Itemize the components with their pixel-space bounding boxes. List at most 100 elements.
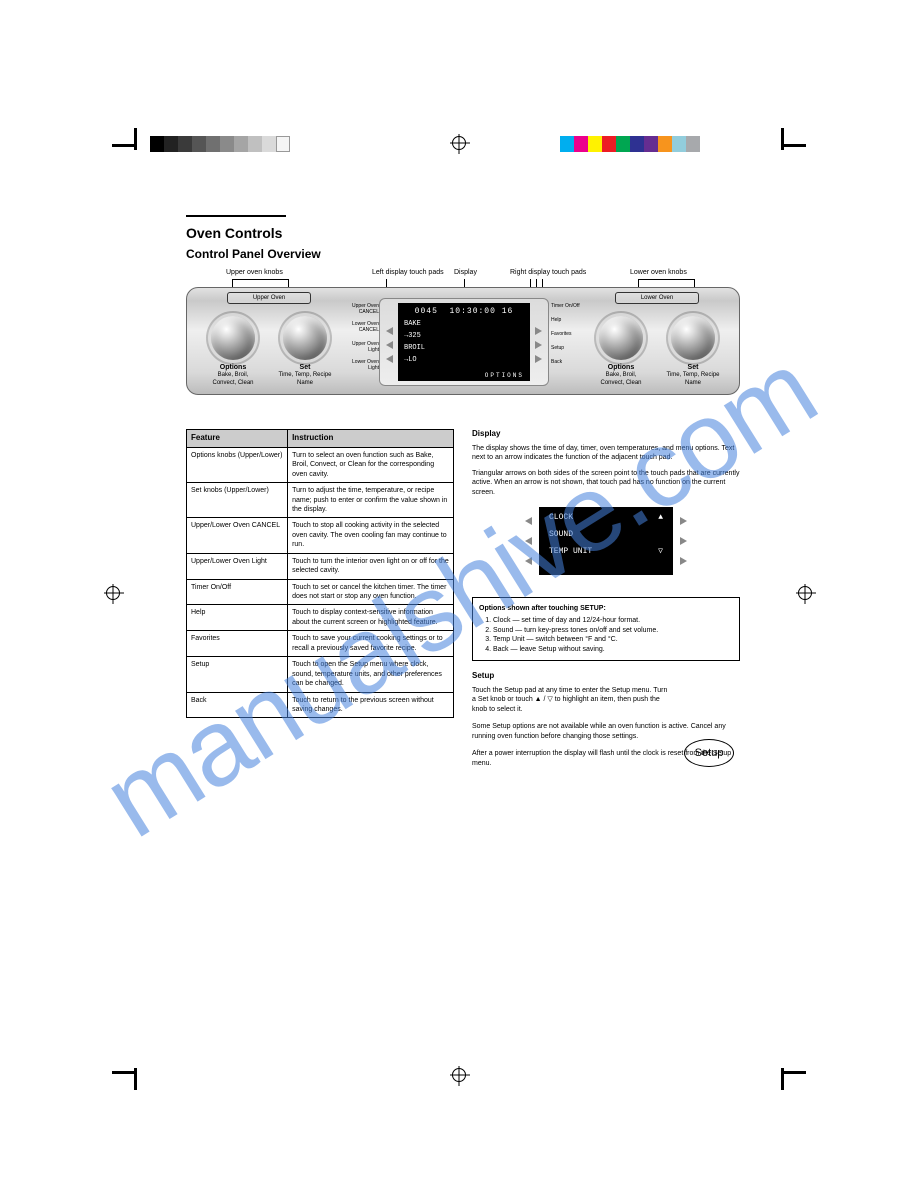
list-item: Sound — turn key-press tones on/off and … xyxy=(493,626,733,635)
upper-set-knob[interactable] xyxy=(283,316,327,360)
crop-mark xyxy=(784,1071,806,1074)
body-text: The display shows the time of day, timer… xyxy=(472,444,740,463)
lcd-display: CLOCK▲ SOUND TEMP UNIT▽ xyxy=(539,507,673,575)
setup-screen-illustration: CLOCK▲ SOUND TEMP UNIT▽ xyxy=(511,507,701,593)
section-title: Oven Controls xyxy=(186,225,740,241)
feature-table: Feature Instruction Options knobs (Upper… xyxy=(186,429,454,718)
table-row: Set knobs (Upper/Lower)Turn to adjust th… xyxy=(187,482,453,517)
registration-mark xyxy=(106,586,120,600)
registration-mark xyxy=(452,1068,466,1082)
control-panel-illustration: Upper Oven Lower Oven OptionsBake, Broil… xyxy=(186,287,740,395)
cell-feature: Help xyxy=(187,605,288,630)
favorites-pad[interactable]: Favorites xyxy=(551,332,585,338)
crop-mark xyxy=(112,144,134,147)
table-row: HelpTouch to display context-sensitive i… xyxy=(187,604,453,630)
arrow-icon xyxy=(525,537,532,545)
grayscale-calibration-bar xyxy=(150,136,290,152)
table-row: Upper/Lower Oven LightTouch to turn the … xyxy=(187,553,453,579)
body-text: Some Setup options are not available whi… xyxy=(472,722,740,741)
arrow-icon xyxy=(535,355,542,363)
arrow-icon xyxy=(680,517,687,525)
knob-label: OptionsBake, Broil, Convect, Clean xyxy=(205,364,261,387)
callout-lower-knobs: Lower oven knobs xyxy=(630,269,687,277)
display-heading: Display xyxy=(472,429,740,440)
arrow-icon xyxy=(535,327,542,335)
options-box-heading: Options shown after touching SETUP: xyxy=(479,604,733,613)
body-columns: Feature Instruction Options knobs (Upper… xyxy=(186,429,740,768)
cell-instruction: Touch to set or cancel the kitchen timer… xyxy=(288,580,453,605)
options-box: Options shown after touching SETUP: Cloc… xyxy=(472,597,740,661)
callout-left-touch: Left display touch pads xyxy=(372,269,444,277)
left-column: Feature Instruction Options knobs (Upper… xyxy=(186,429,454,768)
cell-feature: Upper/Lower Oven Light xyxy=(187,554,288,579)
cell-feature: Upper/Lower Oven CANCEL xyxy=(187,518,288,552)
body-text: Touch the Setup pad at any time to enter… xyxy=(472,686,672,714)
arrow-icon xyxy=(525,517,532,525)
registration-mark xyxy=(798,586,812,600)
table-row: SetupTouch to open the Setup menu where … xyxy=(187,656,453,691)
crop-mark xyxy=(781,1068,784,1090)
cell-feature: Back xyxy=(187,693,288,718)
table-row: FavoritesTouch to save your current cook… xyxy=(187,630,453,656)
list-item: Temp Unit — switch between °F and °C. xyxy=(493,635,733,644)
crop-mark xyxy=(784,144,806,147)
lower-set-knob[interactable] xyxy=(671,316,715,360)
arrow-icon xyxy=(680,537,687,545)
cell-feature: Options knobs (Upper/Lower) xyxy=(187,448,288,482)
page-content: Oven Controls Control Panel Overview Upp… xyxy=(186,215,740,768)
lower-options-knob[interactable] xyxy=(599,316,643,360)
table-col-feature: Feature xyxy=(187,430,288,447)
registration-mark xyxy=(452,136,466,150)
timer-pad[interactable]: Timer On/Off xyxy=(551,304,585,310)
right-column: Display The display shows the time of da… xyxy=(472,429,740,768)
lower-cancel-pad[interactable]: Lower Oven CANCEL xyxy=(345,322,379,333)
knob-label: SetTime, Temp, Recipe Name xyxy=(277,364,333,387)
table-col-instruction: Instruction xyxy=(288,430,453,447)
lower-oven-label: Lower Oven xyxy=(615,292,699,304)
upper-cancel-pad[interactable]: Upper Oven CANCEL xyxy=(345,304,379,315)
cell-feature: Timer On/Off xyxy=(187,580,288,605)
arrow-icon xyxy=(525,557,532,565)
arrow-icon xyxy=(386,341,393,349)
crop-mark xyxy=(781,128,784,150)
upper-options-knob[interactable] xyxy=(211,316,255,360)
table-row: Timer On/OffTouch to set or cancel the k… xyxy=(187,579,453,605)
cell-instruction: Touch to return to the previous screen w… xyxy=(288,693,453,718)
callout-display: Display xyxy=(454,269,477,277)
table-row: Upper/Lower Oven CANCELTouch to stop all… xyxy=(187,517,453,552)
list-item: Clock — set time of day and 12/24-hour f… xyxy=(493,616,733,625)
lcd-display: 0045 10:30:00 16 BAKE →325 BROIL →LO OPT… xyxy=(398,303,530,381)
setup-button[interactable]: Setup xyxy=(684,739,734,767)
back-pad[interactable]: Back xyxy=(551,360,585,366)
setup-pad[interactable]: Setup xyxy=(551,346,585,352)
cell-instruction: Touch to open the Setup menu where clock… xyxy=(288,657,453,691)
crop-mark xyxy=(112,1071,134,1074)
knob-label: OptionsBake, Broil, Convect, Clean xyxy=(593,364,649,387)
leader-line xyxy=(232,279,288,280)
cell-feature: Set knobs (Upper/Lower) xyxy=(187,483,288,517)
help-pad[interactable]: Help xyxy=(551,318,585,324)
arrow-icon xyxy=(386,327,393,335)
cell-instruction: Touch to display context-sensitive infor… xyxy=(288,605,453,630)
callout-right-touch: Right display touch pads xyxy=(510,269,586,277)
crop-mark xyxy=(134,1068,137,1090)
display-bezel: 0045 10:30:00 16 BAKE →325 BROIL →LO OPT… xyxy=(379,298,549,386)
crop-mark xyxy=(134,128,137,150)
cell-instruction: Touch to save your current cooking setti… xyxy=(288,631,453,656)
cell-instruction: Touch to stop all cooking activity in th… xyxy=(288,518,453,552)
cell-instruction: Turn to select an oven function such as … xyxy=(288,448,453,482)
table-row: BackTouch to return to the previous scre… xyxy=(187,692,453,718)
color-calibration-bar xyxy=(560,136,700,152)
setup-heading: Setup xyxy=(472,671,740,682)
table-row: Options knobs (Upper/Lower)Turn to selec… xyxy=(187,447,453,482)
lower-light-pad[interactable]: Lower Oven Light xyxy=(345,360,379,371)
cell-feature: Favorites xyxy=(187,631,288,656)
knob-label: SetTime, Temp, Recipe Name xyxy=(665,364,721,387)
section-rule xyxy=(186,215,286,217)
leader-line xyxy=(638,279,694,280)
callout-upper-knobs: Upper oven knobs xyxy=(226,269,283,277)
arrow-icon xyxy=(680,557,687,565)
upper-light-pad[interactable]: Upper Oven Light xyxy=(345,342,379,353)
cell-instruction: Turn to adjust the time, temperature, or… xyxy=(288,483,453,517)
list-item: Back — leave Setup without saving. xyxy=(493,645,733,654)
